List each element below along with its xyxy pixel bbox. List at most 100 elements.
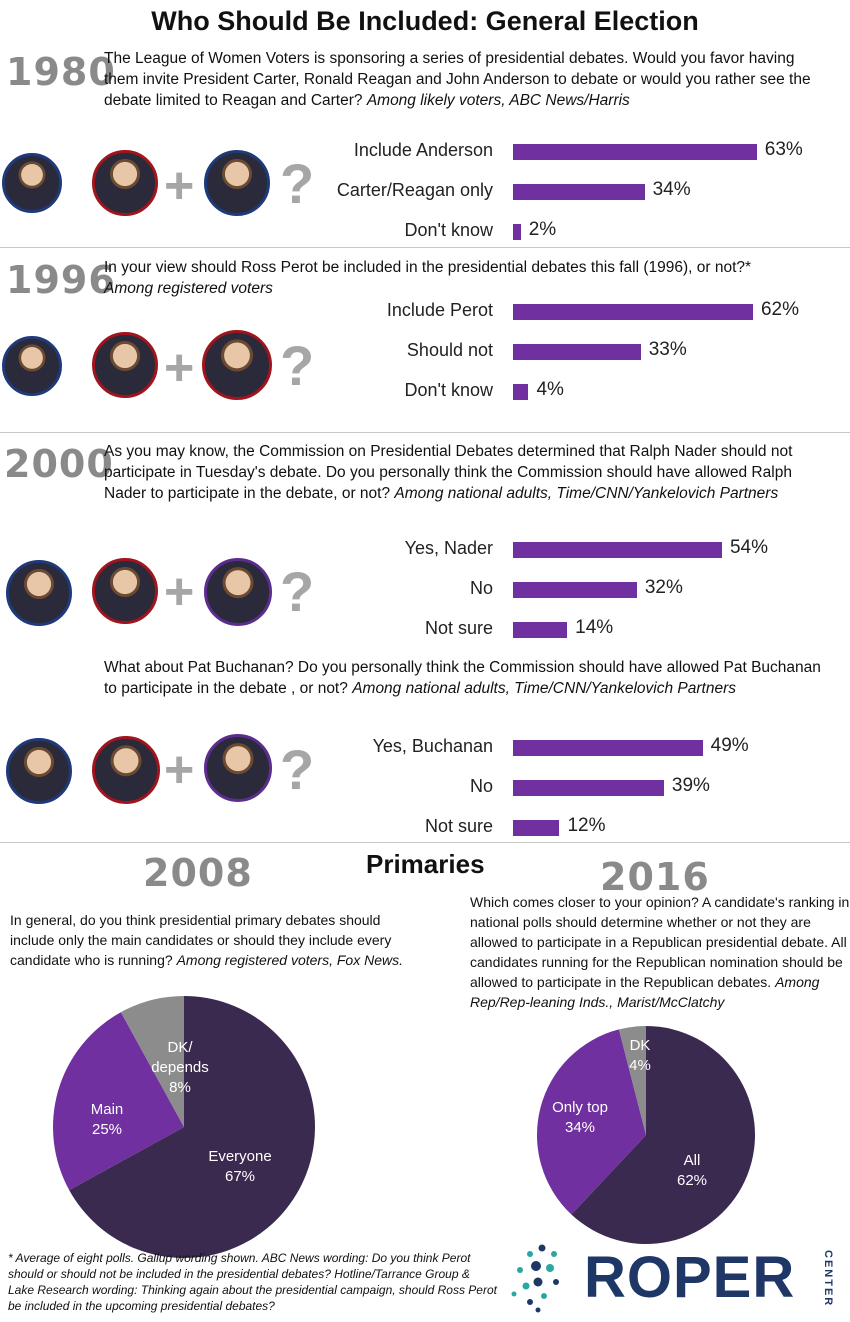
bar-category-label: No	[469, 776, 493, 796]
pie-slice	[53, 1012, 184, 1191]
question-source: Among registered voters	[104, 280, 273, 297]
pie-label-value: 62%	[676, 1172, 708, 1189]
bar-category-label: Yes, Buchanan	[372, 736, 493, 756]
pie-label-text: All	[683, 1152, 701, 1169]
bar-category-label: Not sure	[424, 618, 493, 638]
question-text: In your view should Ross Perot be includ…	[104, 259, 752, 276]
candidate-portrait	[2, 336, 62, 396]
pie-label-text: Only top	[552, 1099, 608, 1116]
pie-label-only-top: Only top 34%	[540, 1098, 620, 1138]
bar-category-label: Don't know	[404, 220, 493, 240]
bar-value-label: 2%	[528, 219, 557, 240]
bar-category-label: Don't know	[404, 380, 493, 400]
bar	[513, 144, 757, 160]
candidate-portrait	[2, 153, 62, 213]
pie-label-main: Main 25%	[72, 1100, 142, 1140]
question-source: Among national adults, Time/CNN/Yankelov…	[394, 485, 779, 502]
page-title: Who Should Be Included: General Election	[151, 6, 699, 36]
question-text: Which comes closer to your opinion? A ca…	[470, 894, 850, 990]
pie-slice	[618, 1026, 646, 1135]
pie-slice	[537, 1029, 646, 1215]
bar-category-label: Include Perot	[386, 300, 493, 320]
pie-label-dk: DK 4%	[620, 1036, 660, 1076]
bar	[513, 344, 641, 360]
candidate-portrait	[92, 558, 158, 624]
bar-value-label: 12%	[567, 815, 606, 836]
question-source: Among Rep/Rep-leaning Inds., Marist/McCl…	[470, 974, 820, 1010]
candidate-portrait	[6, 560, 72, 626]
pie-label-value: 25%	[91, 1121, 123, 1138]
section-divider	[0, 432, 850, 433]
bar-value-label: 63%	[764, 139, 803, 160]
pie-slice	[571, 1026, 755, 1244]
pie-label-everyone: Everyone 67%	[195, 1147, 285, 1187]
year-2016: 2016	[600, 855, 710, 899]
question-source: Among registered voters, Fox News.	[176, 952, 403, 968]
year-1996: 1996	[6, 258, 116, 302]
year-1980: 1980	[6, 50, 116, 94]
question-2000-nader: As you may know, the Commission on Presi…	[104, 441, 824, 504]
question-text: The League of Women Voters is sponsoring…	[104, 50, 811, 109]
bar-value-label: 4%	[536, 379, 564, 400]
question-text: What about Pat Buchanan? Do you personal…	[104, 659, 821, 697]
candidate-portrait	[204, 734, 272, 802]
plus-sign: +	[164, 157, 195, 215]
pie-label-value: 67%	[224, 1168, 256, 1185]
bar	[513, 224, 521, 240]
pie-slice	[120, 996, 184, 1127]
question-2008: In general, do you think presidential pr…	[10, 910, 410, 970]
question-2016: Which comes closer to your opinion? A ca…	[470, 892, 850, 1012]
pie-chart-2016	[537, 1026, 755, 1244]
bar-value-label: 33%	[648, 339, 687, 360]
candidate-portrait	[92, 332, 158, 398]
year-2008: 2008	[143, 851, 253, 895]
bar-value-label: 62%	[760, 299, 799, 320]
question-mark: ?	[280, 738, 315, 801]
pie-label-text: DK/	[167, 1039, 193, 1056]
question-1996: In your view should Ross Perot be includ…	[104, 257, 824, 299]
candidate-portrait	[92, 150, 158, 216]
section-divider	[0, 247, 850, 248]
pie-label-text: Everyone	[208, 1148, 272, 1165]
bar	[513, 304, 753, 320]
bar	[513, 582, 637, 598]
pie-label-text: Main	[90, 1101, 124, 1118]
bar-value-label: 34%	[652, 179, 691, 200]
bar	[513, 384, 529, 400]
bar	[513, 820, 560, 836]
candidate-portrait	[204, 150, 270, 216]
bar	[513, 184, 645, 200]
question-1980: The League of Women Voters is sponsoring…	[104, 48, 824, 111]
question-text: In general, do you think presidential pr…	[10, 912, 392, 968]
pie-slice	[69, 996, 315, 1258]
bar-category-label: Include Anderson	[353, 140, 493, 160]
bar-category-label: Should not	[406, 340, 493, 360]
roper-logo-icon	[511, 1244, 559, 1313]
pie-label-value: 8%	[169, 1079, 191, 1096]
bar-category-label: Carter/Reagan only	[336, 180, 493, 200]
section-divider	[0, 842, 850, 843]
bar	[513, 740, 703, 756]
bar-value-label: 14%	[575, 617, 614, 638]
bar	[513, 622, 568, 638]
pie-label-text: DK	[629, 1037, 651, 1054]
question-mark: ?	[280, 560, 315, 623]
bar-category-label: Yes, Nader	[404, 538, 493, 558]
footnote: * Average of eight polls. Gallup wording…	[8, 1251, 497, 1313]
bar-value-label: 32%	[644, 577, 683, 598]
bar-value-label: 39%	[671, 775, 710, 796]
bar-value-label: 49%	[710, 735, 749, 756]
roper-logo-text: ROPER	[584, 1245, 796, 1310]
pie-label-all: All 62%	[662, 1151, 722, 1191]
question-2000-buchanan: What about Pat Buchanan? Do you personal…	[104, 657, 824, 699]
pie-label-value: 4%	[629, 1057, 651, 1074]
bar-category-label: Not sure	[424, 816, 493, 836]
primaries-title: Primaries	[366, 849, 485, 879]
bar-category-label: No	[469, 578, 493, 598]
question-source: Among national adults, Time/CNN/Yankelov…	[352, 680, 736, 697]
roper-logo-subtext: CENTER	[822, 1250, 834, 1308]
plus-sign: +	[164, 741, 195, 799]
plus-sign: +	[164, 563, 195, 621]
pie-chart-2008	[53, 996, 315, 1258]
pie-label-text: depends	[151, 1059, 209, 1076]
